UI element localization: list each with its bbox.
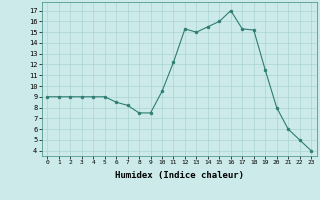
- X-axis label: Humidex (Indice chaleur): Humidex (Indice chaleur): [115, 171, 244, 180]
